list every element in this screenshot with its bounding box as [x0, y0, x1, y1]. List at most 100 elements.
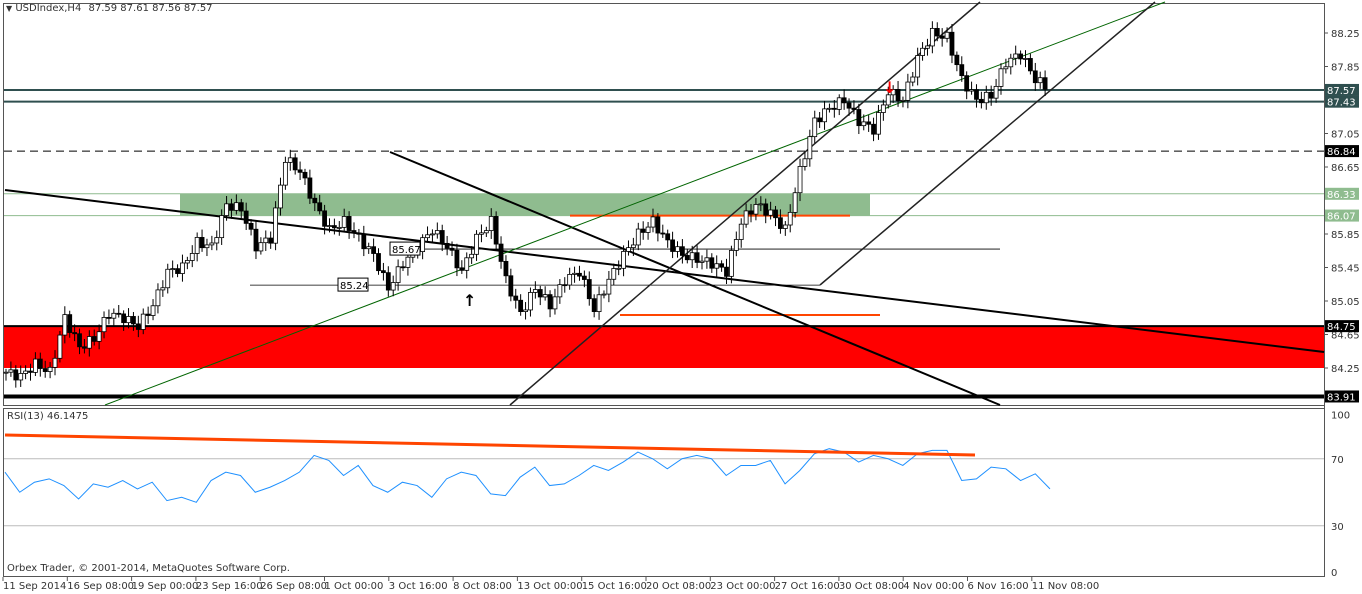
- candle-body-bull: [86, 336, 92, 349]
- candle-body-bear: [851, 107, 857, 110]
- candle: [23, 365, 29, 380]
- candle-body-bull: [57, 334, 63, 359]
- candle-body-bear: [974, 89, 979, 100]
- candle-body-bull: [18, 373, 24, 381]
- candle: [327, 218, 332, 233]
- candle-body-bull: [611, 268, 617, 280]
- candle: [831, 99, 837, 118]
- candle: [1013, 45, 1019, 66]
- x-tick-label: 3 Oct 16:00: [389, 581, 448, 592]
- candle-body-bull: [606, 278, 612, 295]
- candle-body-bull: [812, 117, 818, 138]
- candle-body-bull: [47, 366, 53, 372]
- candle: [768, 201, 774, 220]
- candle-body-bear: [135, 323, 141, 330]
- candle-body-bear: [121, 313, 127, 324]
- candle: [665, 229, 671, 248]
- candle-body-bear: [297, 169, 303, 173]
- symbol-label: USDIndex,H4: [15, 3, 82, 14]
- candle: [42, 360, 48, 378]
- candle-body-bull: [969, 89, 974, 92]
- candle: [998, 63, 1004, 95]
- candle: [920, 42, 925, 61]
- candle: [209, 235, 215, 251]
- candle: [425, 226, 430, 243]
- candle-body-bear: [67, 314, 73, 333]
- candle-body-bear: [1032, 70, 1038, 84]
- candle: [675, 241, 680, 258]
- candle-body-bull: [165, 268, 171, 289]
- candle: [351, 222, 357, 239]
- candle-body-bull: [733, 239, 739, 251]
- candle-body-bear: [72, 332, 78, 335]
- candle-body-bear: [895, 88, 901, 102]
- candle: [861, 114, 867, 131]
- candle: [1037, 71, 1043, 89]
- candle-body-bull: [787, 211, 793, 226]
- y-tick-label: 86.65: [1331, 163, 1360, 174]
- candle-body-bear: [42, 368, 48, 372]
- candle-body-bear: [934, 27, 940, 37]
- candle: [199, 229, 205, 252]
- price-label-bg: [1325, 320, 1359, 333]
- candle-body-bear: [817, 117, 823, 123]
- candle: [131, 312, 136, 331]
- candle-body-bear: [866, 121, 872, 125]
- candle: [880, 99, 886, 121]
- candle-body-bear: [243, 210, 249, 224]
- candle-body-bear: [116, 312, 122, 315]
- candle: [1032, 62, 1038, 91]
- triangle-down-icon[interactable]: ▼: [6, 4, 13, 13]
- candle-body-bear: [145, 313, 151, 316]
- x-tick-label: 4 Nov 00:00: [903, 581, 964, 592]
- candle: [552, 288, 558, 315]
- candle: [302, 168, 308, 185]
- candle-body-bear: [13, 369, 19, 381]
- candle: [371, 238, 377, 262]
- x-tick-label: 11 Nov 08:00: [1032, 581, 1099, 592]
- candle: [729, 245, 734, 284]
- channel-upper-line: [509, 1, 981, 406]
- ohlc-values: 87.59 87.61 87.56 87.57: [88, 3, 213, 14]
- rsi-tick-label: 0: [1331, 568, 1337, 579]
- candle: [709, 253, 715, 273]
- x-tick-label: 16 Sep 08:00: [67, 581, 134, 592]
- candle: [479, 224, 484, 243]
- candle: [366, 242, 372, 254]
- candle: [292, 153, 298, 175]
- x-tick-label: 30 Oct 08:00: [839, 581, 904, 592]
- candle: [802, 152, 808, 171]
- candle: [724, 258, 729, 285]
- candle-body-bull: [900, 99, 906, 102]
- candle-body-bull: [822, 108, 827, 123]
- candle: [939, 28, 945, 47]
- candle-body-bull: [273, 207, 278, 244]
- candle-body-bear: [77, 333, 82, 348]
- candle: [224, 195, 229, 221]
- candle: [62, 306, 68, 344]
- candle-body-bull: [925, 45, 930, 49]
- candle: [77, 328, 82, 355]
- candle-body-bull: [880, 104, 886, 113]
- candle: [601, 290, 607, 299]
- candle-body-bull: [140, 313, 146, 330]
- candle: [469, 246, 475, 264]
- candle: [106, 309, 112, 325]
- candle-body-bear: [322, 210, 327, 227]
- copyright: Orbex Trader, © 2001-2014, MetaQuotes So…: [7, 563, 290, 574]
- candle: [846, 98, 852, 116]
- candle-body-bull: [33, 358, 38, 373]
- candle: [145, 306, 151, 324]
- candle-body-bear: [82, 346, 87, 349]
- candle: [238, 198, 244, 219]
- candle-body-bear: [591, 298, 597, 313]
- candle-body-bull: [204, 244, 210, 249]
- price-label-bg: [1325, 95, 1359, 108]
- candle: [567, 267, 573, 290]
- candle-body-bull: [390, 282, 396, 291]
- candle: [778, 209, 783, 234]
- candle-body-bear: [37, 358, 43, 369]
- candle: [47, 362, 53, 379]
